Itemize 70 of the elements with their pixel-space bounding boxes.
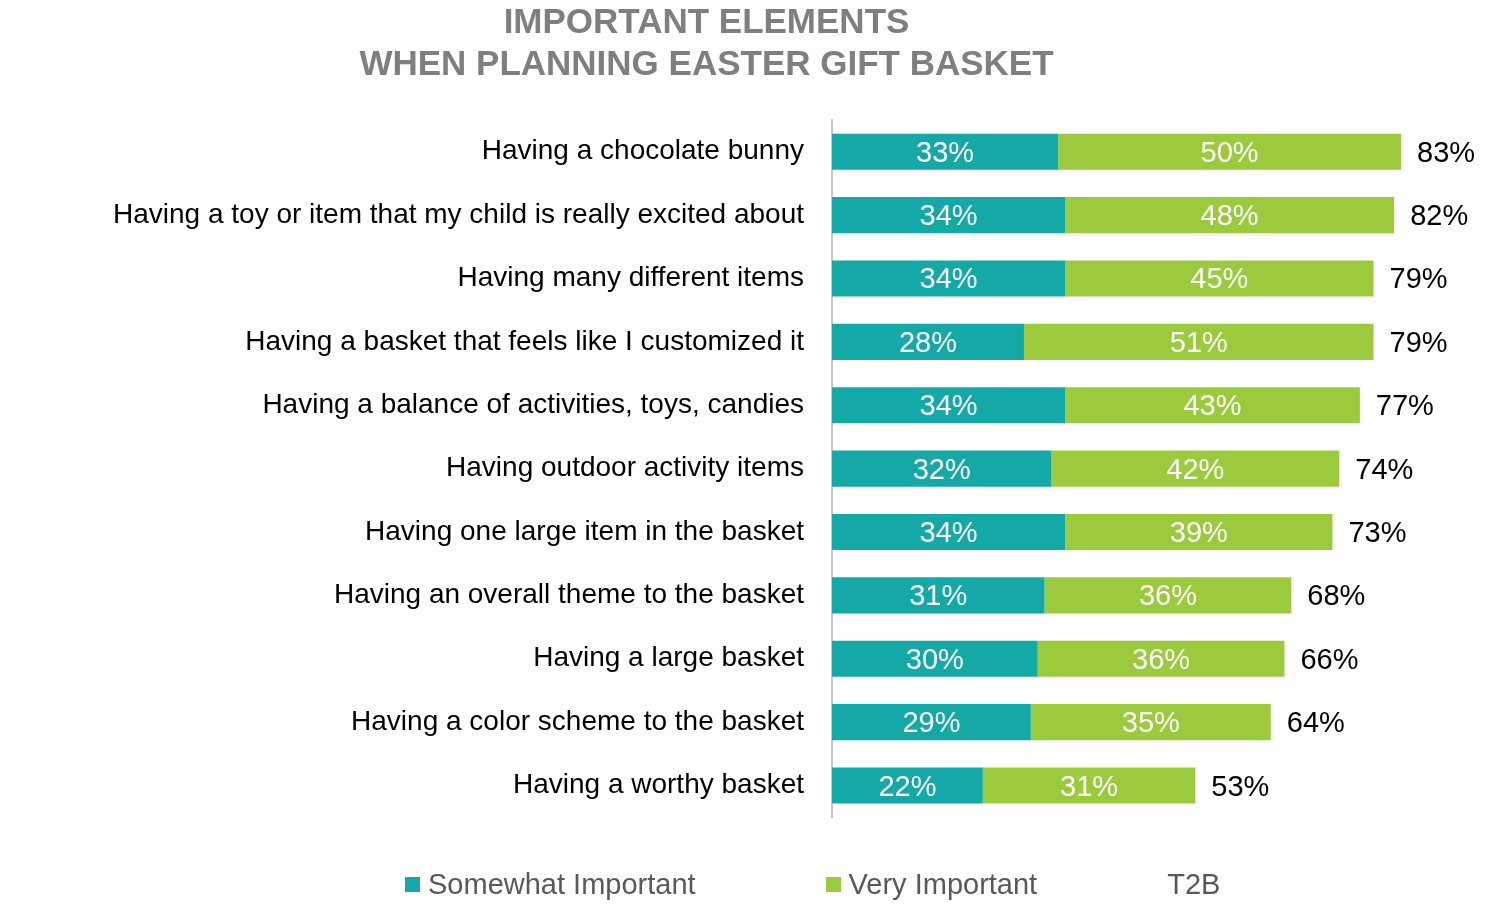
data-label: 35% — [1121, 706, 1180, 739]
bar — [1065, 197, 1395, 234]
bar — [832, 260, 1066, 297]
data-label: 36% — [1138, 579, 1197, 612]
bar — [832, 133, 1059, 170]
bar — [1023, 323, 1374, 360]
data-label: 34% — [919, 515, 978, 548]
data-label: 39% — [1169, 515, 1228, 548]
total-label: 83% — [1417, 135, 1476, 168]
y-tick-label: Having a balance of activities, toys, candies — [262, 387, 804, 419]
data-label: 22% — [878, 769, 937, 802]
data-label: 34% — [919, 199, 978, 232]
total-label: 74% — [1355, 452, 1414, 485]
bar — [1030, 704, 1271, 741]
bar — [1065, 513, 1333, 551]
total-label: 66% — [1300, 642, 1359, 675]
bar — [832, 387, 1066, 424]
bar — [832, 704, 1031, 741]
total-label: 53% — [1211, 769, 1270, 802]
data-label: 29% — [902, 706, 961, 739]
y-tick-label: Having a toy or item that my child is really excited about — [113, 197, 805, 229]
bar — [832, 450, 1052, 487]
total-label: 79% — [1389, 325, 1448, 358]
y-tick-label: Having an overall theme to the basket — [333, 578, 805, 610]
data-label: 34% — [919, 262, 978, 295]
y-tick-label: Having many different items — [457, 261, 804, 293]
y-tick-label: Having a color scheme to the basket — [351, 704, 805, 736]
bar — [832, 323, 1024, 360]
bar — [1044, 577, 1292, 614]
bar — [1058, 133, 1401, 170]
data-label: 48% — [1200, 199, 1259, 232]
bar — [1037, 640, 1285, 677]
data-label: 32% — [912, 452, 971, 485]
chart-title: IMPORTANT ELEMENTS WHEN PLANNING EASTER GIFT BASKET — [359, 0, 1054, 82]
bar — [832, 577, 1045, 614]
total-label: 79% — [1389, 262, 1448, 295]
data-label: 31% — [1060, 769, 1119, 802]
bar — [1051, 450, 1340, 487]
bar — [832, 513, 1066, 551]
data-label: 45% — [1190, 262, 1249, 295]
data-label: 42% — [1166, 452, 1225, 485]
data-label: 50% — [1200, 135, 1259, 168]
bar — [832, 767, 983, 804]
bar — [832, 640, 1038, 677]
data-label: 30% — [905, 642, 964, 675]
data-label: 36% — [1132, 642, 1191, 675]
y-tick-label: Having a chocolate bunny — [481, 134, 804, 166]
legend-label: Somewhat Important — [428, 868, 696, 901]
data-label: 43% — [1183, 389, 1242, 422]
data-label: 34% — [919, 389, 978, 422]
bar — [1065, 387, 1360, 424]
total-label: 64% — [1286, 706, 1345, 739]
total-label: 77% — [1375, 389, 1434, 422]
total-label: 82% — [1410, 199, 1469, 232]
data-label: 33% — [916, 135, 975, 168]
y-tick-label: Having a large basket — [533, 641, 805, 673]
y-tick-label: Having outdoor activity items — [446, 451, 804, 483]
bar — [1065, 260, 1374, 297]
bar — [832, 197, 1066, 234]
total-label: 68% — [1307, 579, 1366, 612]
data-label: 31% — [909, 579, 968, 612]
data-label: 28% — [898, 325, 957, 358]
total-label: 73% — [1348, 515, 1407, 548]
data-label: 51% — [1169, 325, 1228, 358]
y-tick-label: Having a worthy basket — [512, 768, 805, 800]
text: T2B — [1167, 868, 1221, 901]
legend-label: Very Important — [848, 868, 1038, 901]
y-tick-label: Having a basket that feels like I customized it — [245, 324, 805, 356]
y-tick-label: Having one large item in the basket — [365, 514, 805, 546]
bar — [982, 767, 1196, 804]
